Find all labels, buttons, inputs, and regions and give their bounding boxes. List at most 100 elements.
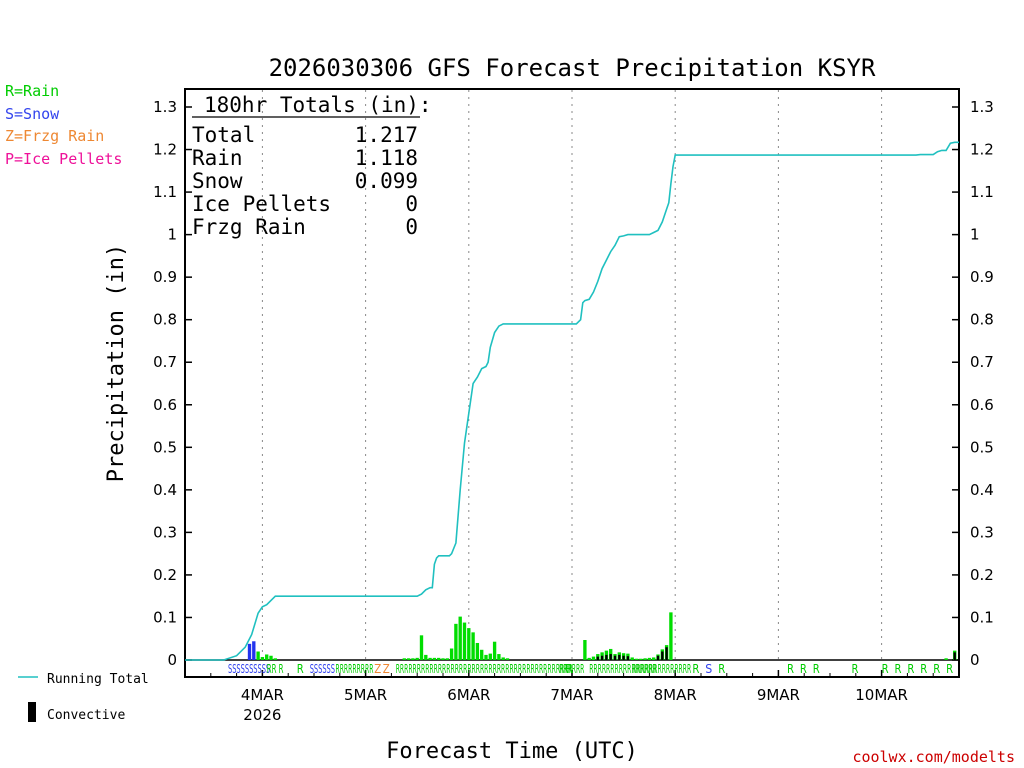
ptype-marker: SSSSSSSSSS xyxy=(228,662,270,676)
y-tick-label-right: 0.4 xyxy=(970,481,994,499)
precip-bar xyxy=(419,635,424,660)
convective-bar xyxy=(665,647,668,660)
totals-row-label: Frzg Rain xyxy=(192,215,306,239)
totals-row-value: 0.099 xyxy=(355,169,418,193)
y-tick-label-right: 1 xyxy=(970,226,980,244)
precip-bar xyxy=(432,657,437,660)
ptype-marker: RR R xyxy=(267,662,284,676)
ptype-marker: R xyxy=(907,662,914,676)
y-tick-label-left: 0.4 xyxy=(153,481,177,499)
convective-bar xyxy=(609,654,612,660)
ptype-marker: RRRRRRRRR xyxy=(336,662,374,676)
ptype-marker: R xyxy=(920,662,927,676)
precip-bar xyxy=(634,658,639,660)
precip-bar xyxy=(252,641,256,660)
ptype-marker: Z xyxy=(374,662,381,676)
precip-bar xyxy=(428,657,432,660)
convective-bar xyxy=(656,655,660,660)
precip-bar xyxy=(505,658,510,660)
x-axis-label: Forecast Time (UTC) xyxy=(386,739,638,764)
legend-convective: Convective xyxy=(47,708,125,723)
x-tick-label: 5MAR xyxy=(344,686,387,704)
totals-row-label: Ice Pellets xyxy=(192,192,331,216)
ptype-marker: R xyxy=(895,662,902,676)
y-tick-label-left: 0.3 xyxy=(153,523,177,541)
running-total-line xyxy=(185,141,959,661)
precip-bars xyxy=(247,612,957,660)
y-tick-label-right: 0.9 xyxy=(970,268,994,286)
precip-bar xyxy=(639,658,643,660)
precip-bar xyxy=(265,654,269,660)
ptype-marker: R xyxy=(852,662,859,676)
precip-bar xyxy=(501,657,505,660)
credit-text: coolwx.com/modelts xyxy=(852,748,1015,766)
precip-bar xyxy=(492,641,497,660)
y-tick-label-left: 0.1 xyxy=(153,608,177,626)
y-tick-label-left: 1.2 xyxy=(153,141,177,159)
precip-bar xyxy=(462,622,467,660)
y-tick-label-left: 0.7 xyxy=(153,353,177,371)
y-tick-label-left: 1 xyxy=(167,226,177,244)
x-tick-label: 7MAR xyxy=(550,686,593,704)
legend-frzg-rain: Z=Frzg Rain xyxy=(5,127,104,145)
x-axis: 4MAR 2026 5MAR 6MAR 7MAR 8MAR 9MAR 10MAR xyxy=(210,670,934,724)
precip-bar xyxy=(643,658,647,660)
convective-bar xyxy=(622,655,625,660)
ptype-marker: R xyxy=(813,662,820,676)
precip-bar xyxy=(647,657,652,660)
y-tick-label-right: 1.3 xyxy=(970,98,994,116)
totals-row-value: 1.118 xyxy=(355,146,418,170)
convective-bar xyxy=(600,655,604,660)
y-tick-label-right: 0.1 xyxy=(970,608,994,626)
y-tick-label-right: 0.8 xyxy=(970,311,994,329)
y-tick-label-left: 0.2 xyxy=(153,566,177,584)
y-tick-label-right: 0.5 xyxy=(970,438,994,456)
precip-bar xyxy=(406,658,411,660)
chart-title: 2026030306 GFS Forecast Precipitation KS… xyxy=(269,54,876,82)
legend-running-total: Running Total xyxy=(47,672,149,687)
x-tick-label: 6MAR xyxy=(447,686,490,704)
precip-bar xyxy=(260,657,265,660)
y-tick-label-right: 0.7 xyxy=(970,353,994,371)
precip-bar xyxy=(944,658,948,660)
y-tick-label-right: 1.2 xyxy=(970,141,994,159)
precip-bar xyxy=(467,628,471,660)
ptype-marker: SSSSSS xyxy=(310,662,335,676)
legend-rain: R=Rain xyxy=(5,82,59,100)
x-tick-sublabel: 2026 xyxy=(243,706,281,724)
precip-bar xyxy=(449,648,454,660)
ptype-marker: RRRRRRRRRRRRRRRR xyxy=(589,662,656,676)
ptype-marker: Z xyxy=(383,662,390,676)
y-tick-label-right: 0.6 xyxy=(970,396,994,414)
convective-bar xyxy=(618,654,621,660)
ptype-marker: RRRRRRRRRRRRRRRRRRRRRRRRRRRRRRRRRRRRRRRR… xyxy=(396,662,573,676)
ptype-marker: R xyxy=(718,662,725,676)
precip-bar xyxy=(402,658,406,660)
ptype-marker: R xyxy=(787,662,794,676)
precip-bar xyxy=(630,657,634,660)
ptype-marker: RRRRRR xyxy=(559,662,584,676)
convective-bar xyxy=(953,652,956,660)
y-tick-label-left: 1.1 xyxy=(153,183,177,201)
totals-row-value: 0 xyxy=(405,192,418,216)
convective-bar xyxy=(605,654,608,660)
precip-bar xyxy=(411,658,415,660)
precip-bar xyxy=(256,651,260,660)
legend-convective-swatch xyxy=(28,702,36,722)
precip-bar xyxy=(247,643,252,660)
x-tick-label: 8MAR xyxy=(654,686,697,704)
precip-bar xyxy=(475,642,480,660)
y-axis-right: 0 0.1 0.2 0.3 0.4 0.5 0.6 0.7 0.8 0.9 1 1.1 1.2 1.3 xyxy=(952,98,994,669)
x-tick-label: 10MAR xyxy=(855,686,908,704)
precip-bar xyxy=(269,655,273,660)
precip-bar xyxy=(445,658,449,660)
ptype-marker: R xyxy=(566,662,573,676)
precip-bar xyxy=(454,623,458,660)
y-tick-label-right: 1.1 xyxy=(970,183,994,201)
y-tick-label-right: 0.3 xyxy=(970,523,994,541)
y-tick-label-right: 0 xyxy=(970,651,980,669)
y-tick-label-left: 0.8 xyxy=(153,311,177,329)
y-tick-label-left: 0.9 xyxy=(153,268,177,286)
